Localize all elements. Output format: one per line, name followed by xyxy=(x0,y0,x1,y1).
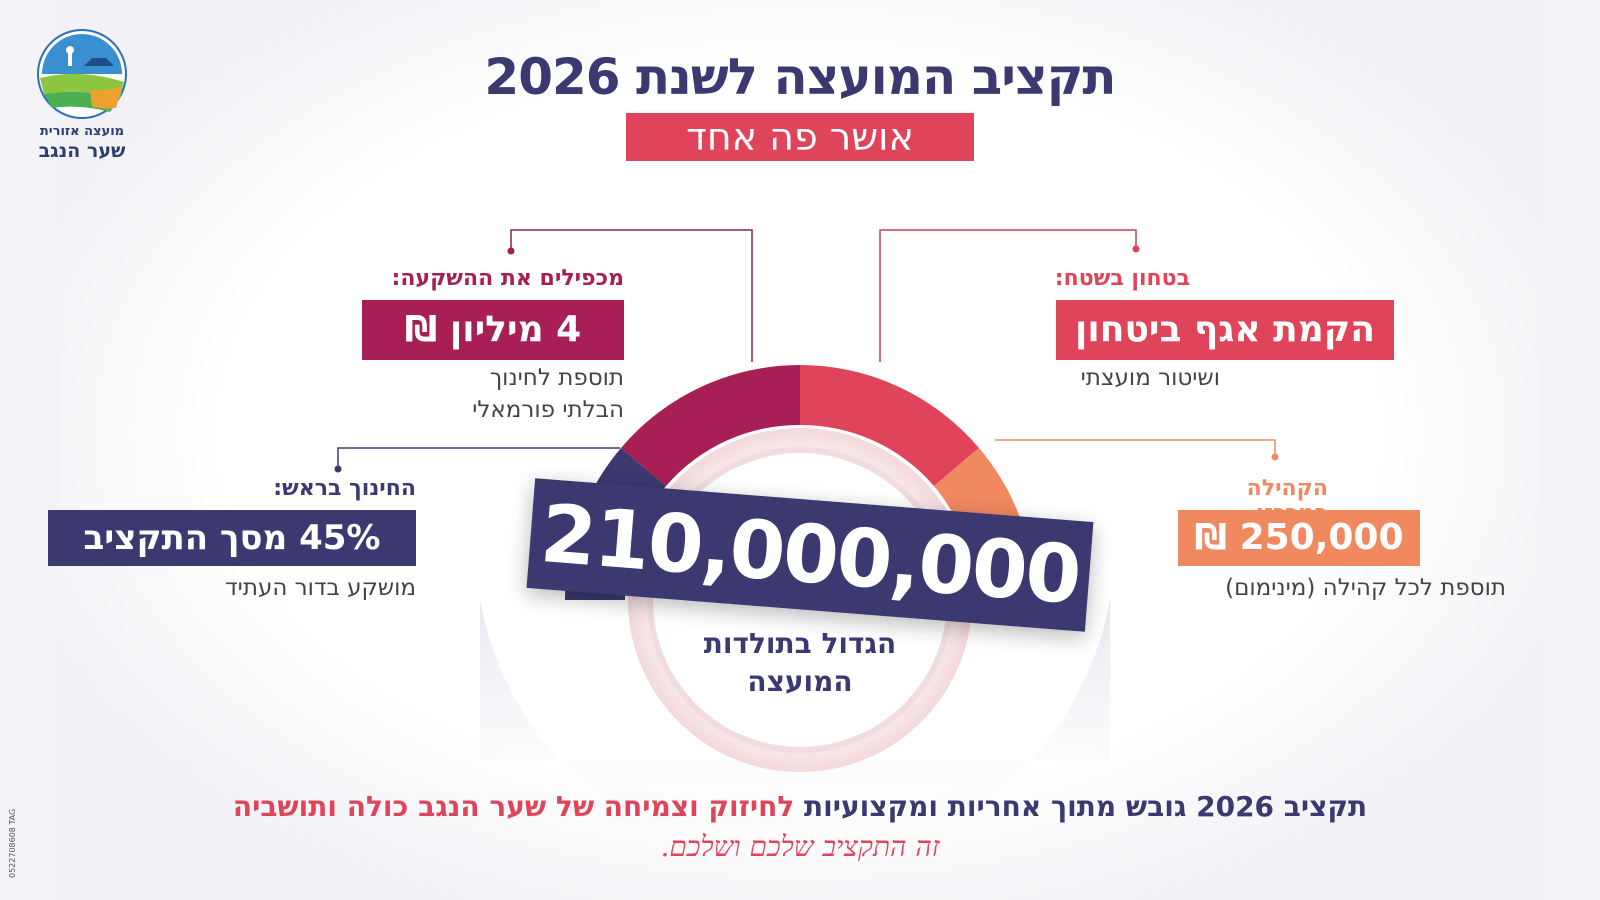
connector-education xyxy=(337,447,620,468)
connector-dot-security xyxy=(1132,245,1140,253)
logo-line-2: שער הנגב xyxy=(38,140,126,162)
investment-description-line-2: הבלתי פורמאלי xyxy=(472,397,624,423)
investment-label: מכפילים את ההשקעה: xyxy=(391,266,624,291)
connector-dot-investment xyxy=(507,247,515,255)
education-value-box: 45% מסך התקציב xyxy=(48,510,416,566)
footer-statement: תקציב 2026 גובש מתוך אחריות ומקצועיות לח… xyxy=(0,790,1600,823)
investment-description-line-1: תוספת לחינוך xyxy=(489,365,624,391)
footer-slogan: זה התקציב שלכם ושלכם. xyxy=(660,830,940,863)
connector-security xyxy=(879,229,1137,362)
community-description: תוספת לכל קהילה (מינימום) xyxy=(1225,575,1506,601)
security-value-box: הקמת אגף ביטחון xyxy=(1056,300,1394,360)
connector-dot-community xyxy=(1271,453,1279,461)
donut-segment-investment xyxy=(621,365,800,486)
donut-shadow xyxy=(480,600,1110,864)
council-emblem-icon xyxy=(37,29,127,119)
donut-segment-security xyxy=(800,365,979,486)
logo-line-1: מועצה אזורית xyxy=(39,124,125,139)
center-caption-line-1: הגדול בתולדות xyxy=(703,627,897,660)
security-label: בטחון בשטח: xyxy=(1054,266,1190,291)
council-logo: מועצה אזורית שער הנגב xyxy=(30,28,134,162)
education-description: מושקע בדור העתיד xyxy=(225,575,416,601)
investment-description: תוספת לחינוך הבלתי פורמאלי xyxy=(404,362,624,426)
footer-statement-red: לחיזוק וצמיחה של שער הנגב כולה ותושביה xyxy=(232,790,795,823)
footer-statement-dark: תקציב 2026 גובש מתוך אחריות ומקצועיות xyxy=(804,790,1368,823)
center-caption: הגדול בתולדות המועצה xyxy=(690,625,910,701)
center-caption-line-2: המועצה xyxy=(747,665,853,698)
page-title: תקציב המועצה לשנת 2026 xyxy=(484,48,1116,106)
connector-community xyxy=(995,439,1276,456)
education-label: החינוך בראש: xyxy=(273,476,416,501)
connector-dot-education xyxy=(334,465,342,473)
community-value-box: 250,000 ₪ xyxy=(1178,510,1420,566)
designer-tag: 0522708608 TAG xyxy=(8,808,17,878)
security-description: ושיטור מועצתי xyxy=(1080,365,1220,391)
investment-value-box: 4 מיליון ₪ xyxy=(362,300,624,360)
approval-banner: אושר פה אחד xyxy=(626,113,974,161)
connector-investment xyxy=(510,229,753,362)
